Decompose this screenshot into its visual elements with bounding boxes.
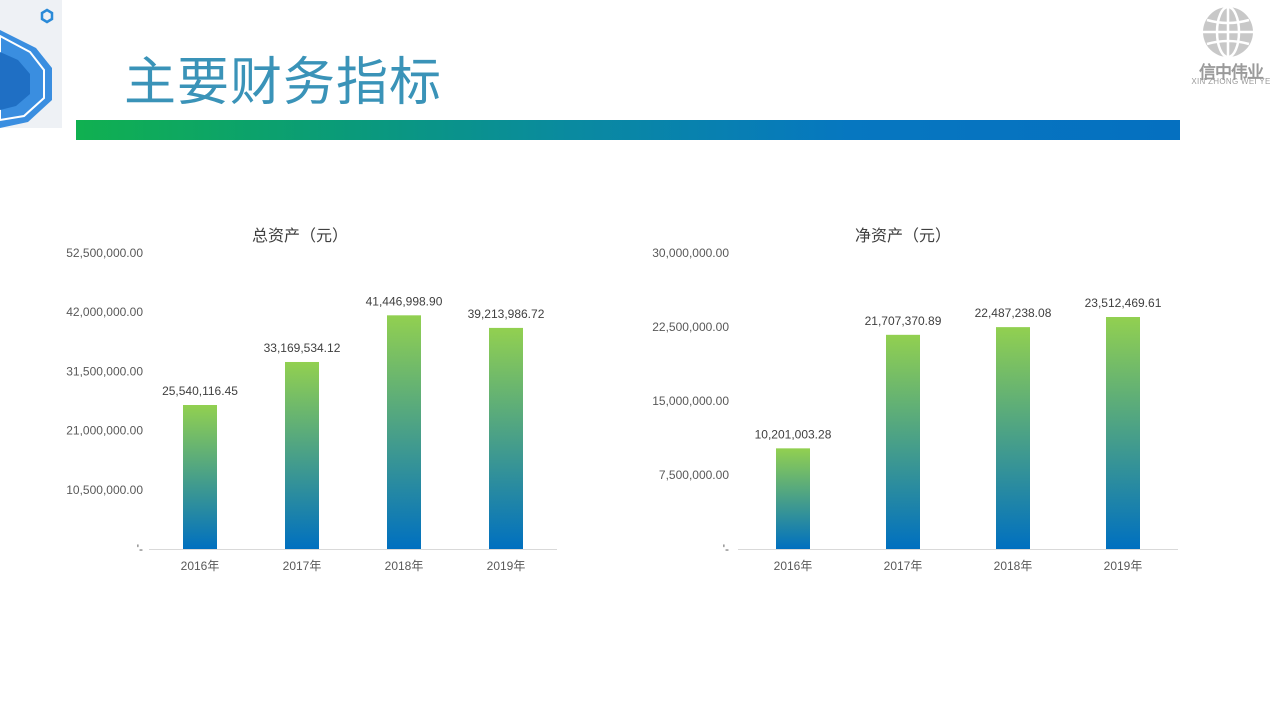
- data-label: 21,707,370.89: [865, 314, 942, 328]
- chart-title: 总资产（元）: [252, 227, 348, 245]
- x-tick-label: 2017年: [283, 559, 322, 573]
- corner-hexagon-decoration: [0, 0, 62, 128]
- chart-title: 净资产（元）: [855, 227, 951, 245]
- data-label: 33,169,534.12: [264, 341, 341, 355]
- bar: [996, 327, 1030, 549]
- bar: [387, 315, 421, 549]
- globe-logo-icon: [1190, 4, 1272, 88]
- bar: [183, 405, 217, 549]
- y-tick-label: '-: [723, 542, 729, 556]
- page-title: 主要财务指标: [124, 53, 443, 113]
- data-label: 39,213,986.72: [468, 307, 545, 321]
- data-label: 25,540,116.45: [162, 384, 238, 398]
- data-label: 23,512,469.61: [1085, 296, 1162, 310]
- y-tick-label: 31,500,000.00: [66, 364, 143, 378]
- x-tick-label: 2016年: [181, 559, 220, 573]
- logo-subtext: XIN ZHONG WEI YE: [1191, 77, 1271, 86]
- bar: [1106, 317, 1140, 549]
- logo-text: 信中伟业: [1199, 63, 1264, 83]
- title-gradient-bar: [76, 120, 1180, 140]
- data-label: 22,487,238.08: [975, 306, 1052, 320]
- y-tick-label: '-: [137, 542, 143, 556]
- x-tick-label: 2017年: [884, 559, 923, 573]
- y-tick-label: 7,500,000.00: [659, 468, 729, 482]
- bar: [285, 361, 319, 549]
- x-tick-label: 2019年: [487, 559, 526, 573]
- x-tick-label: 2019年: [1104, 559, 1143, 573]
- y-tick-label: 10,500,000.00: [66, 483, 143, 497]
- data-label: 10,201,003.28: [755, 427, 832, 441]
- y-tick-label: 21,000,000.00: [66, 424, 143, 438]
- y-tick-label: 15,000,000.00: [652, 394, 729, 408]
- bar: [886, 334, 920, 549]
- bar: [489, 327, 523, 549]
- x-tick-label: 2016年: [774, 559, 813, 573]
- y-tick-label: 52,500,000.00: [66, 246, 143, 260]
- y-tick-label: 22,500,000.00: [652, 320, 729, 334]
- total-assets-chart: 总资产（元） '- 10,500,000.00 21,000,000.00 31,500…: [66, 227, 557, 573]
- y-tick-label: 42,000,000.00: [66, 305, 143, 319]
- x-tick-label: 2018年: [385, 559, 424, 573]
- y-tick-label: 30,000,000.00: [652, 246, 729, 260]
- bar: [776, 448, 810, 549]
- x-tick-label: 2018年: [994, 559, 1033, 573]
- data-label: 41,446,998.90: [366, 294, 443, 308]
